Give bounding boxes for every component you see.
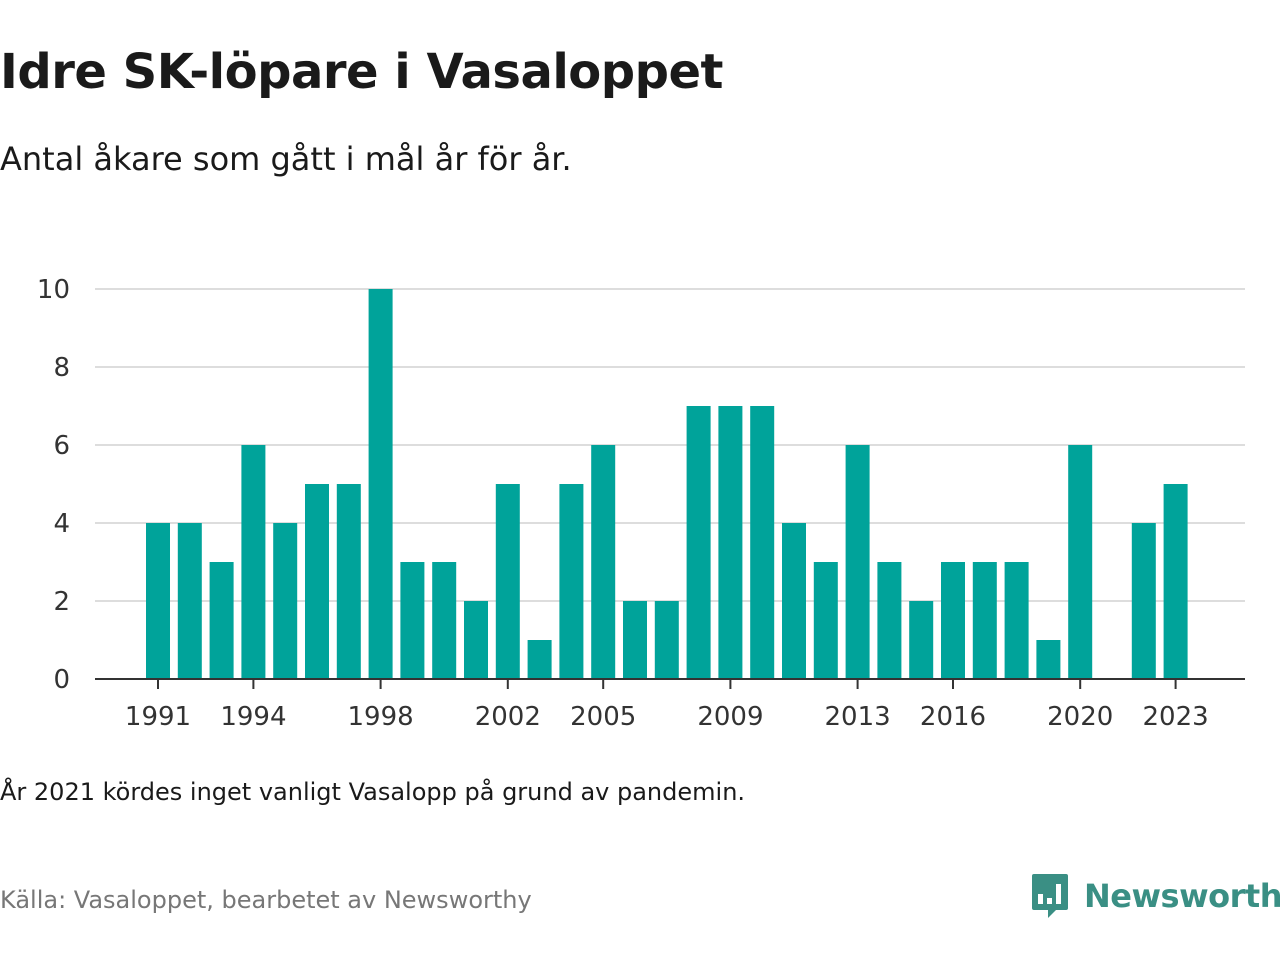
bar-2009 — [718, 406, 743, 679]
bar-2014 — [877, 562, 902, 679]
bar-2016 — [941, 562, 965, 679]
bar-1994 — [241, 445, 266, 679]
bar-2007 — [654, 601, 679, 679]
bar-2018 — [1004, 562, 1029, 679]
y-tick-label: 8 — [53, 353, 70, 383]
x-tick-label: 2020 — [1047, 702, 1113, 732]
bar-1992 — [177, 523, 202, 679]
bar-2005 — [591, 445, 616, 679]
x-tick-label: 2023 — [1143, 702, 1209, 732]
bars — [146, 289, 1188, 679]
bar-2008 — [686, 406, 711, 679]
y-axis-ticks: 0 2 4 6 8 10 — [37, 275, 70, 695]
x-tick-label: 2005 — [570, 702, 636, 732]
bar-1996 — [305, 484, 329, 679]
bar-2000 — [432, 562, 457, 679]
x-axis-ticks: 1991 1994 1998 2002 2005 2009 2013 2016 2020 2023 — [125, 679, 1209, 732]
bar-2019 — [1036, 640, 1061, 679]
bar-2023 — [1163, 484, 1188, 679]
bar-2012 — [813, 562, 838, 679]
bar-2017 — [972, 562, 997, 679]
x-tick-label: 1998 — [348, 702, 414, 732]
bar-2001 — [464, 601, 488, 679]
x-tick-label: 2009 — [697, 702, 763, 732]
y-tick-label: 10 — [37, 275, 70, 305]
bar-1999 — [400, 562, 425, 679]
x-tick-label: 1994 — [220, 702, 286, 732]
chart-subtitle: Antal åkare som gått i mål år för år. — [0, 140, 572, 178]
brand-logo[interactable]: Newsworthy — [1030, 872, 1280, 920]
source-text: Källa: Vasaloppet, bearbetet av Newswort… — [0, 886, 532, 914]
newsworthy-logo-icon — [1032, 874, 1068, 918]
bar-2020 — [1068, 445, 1093, 679]
x-tick-label: 2002 — [475, 702, 541, 732]
bar-2003 — [527, 640, 552, 679]
bar-1998 — [368, 289, 393, 679]
x-tick-label: 2016 — [920, 702, 986, 732]
y-tick-label: 0 — [53, 665, 70, 695]
bar-1995 — [273, 523, 298, 679]
bar-2013 — [845, 445, 870, 679]
bar-2011 — [782, 523, 806, 679]
bar-2004 — [559, 484, 584, 679]
bar-1997 — [336, 484, 361, 679]
y-tick-label: 4 — [53, 509, 70, 539]
chart-title: Idre SK-löpare i Vasaloppet — [0, 44, 723, 100]
brand-name: Newsworthy — [1084, 877, 1280, 915]
bar-2010 — [750, 406, 775, 679]
bar-2015 — [909, 601, 934, 679]
x-tick-label: 2013 — [825, 702, 891, 732]
bar-2006 — [623, 601, 647, 679]
bar-2002 — [495, 484, 520, 679]
chart-note: År 2021 kördes inget vanligt Vasalopp på… — [0, 778, 746, 806]
y-tick-label: 2 — [53, 587, 70, 617]
bar-1993 — [209, 562, 234, 679]
bar-1991 — [146, 523, 170, 679]
bar-chart: 0 2 4 6 8 10 1991 1994 1998 2002 2005 2009 2013 2016… — [37, 275, 1245, 732]
y-tick-label: 6 — [53, 431, 70, 461]
x-tick-label: 1991 — [125, 702, 191, 732]
bar-2022 — [1131, 523, 1156, 679]
